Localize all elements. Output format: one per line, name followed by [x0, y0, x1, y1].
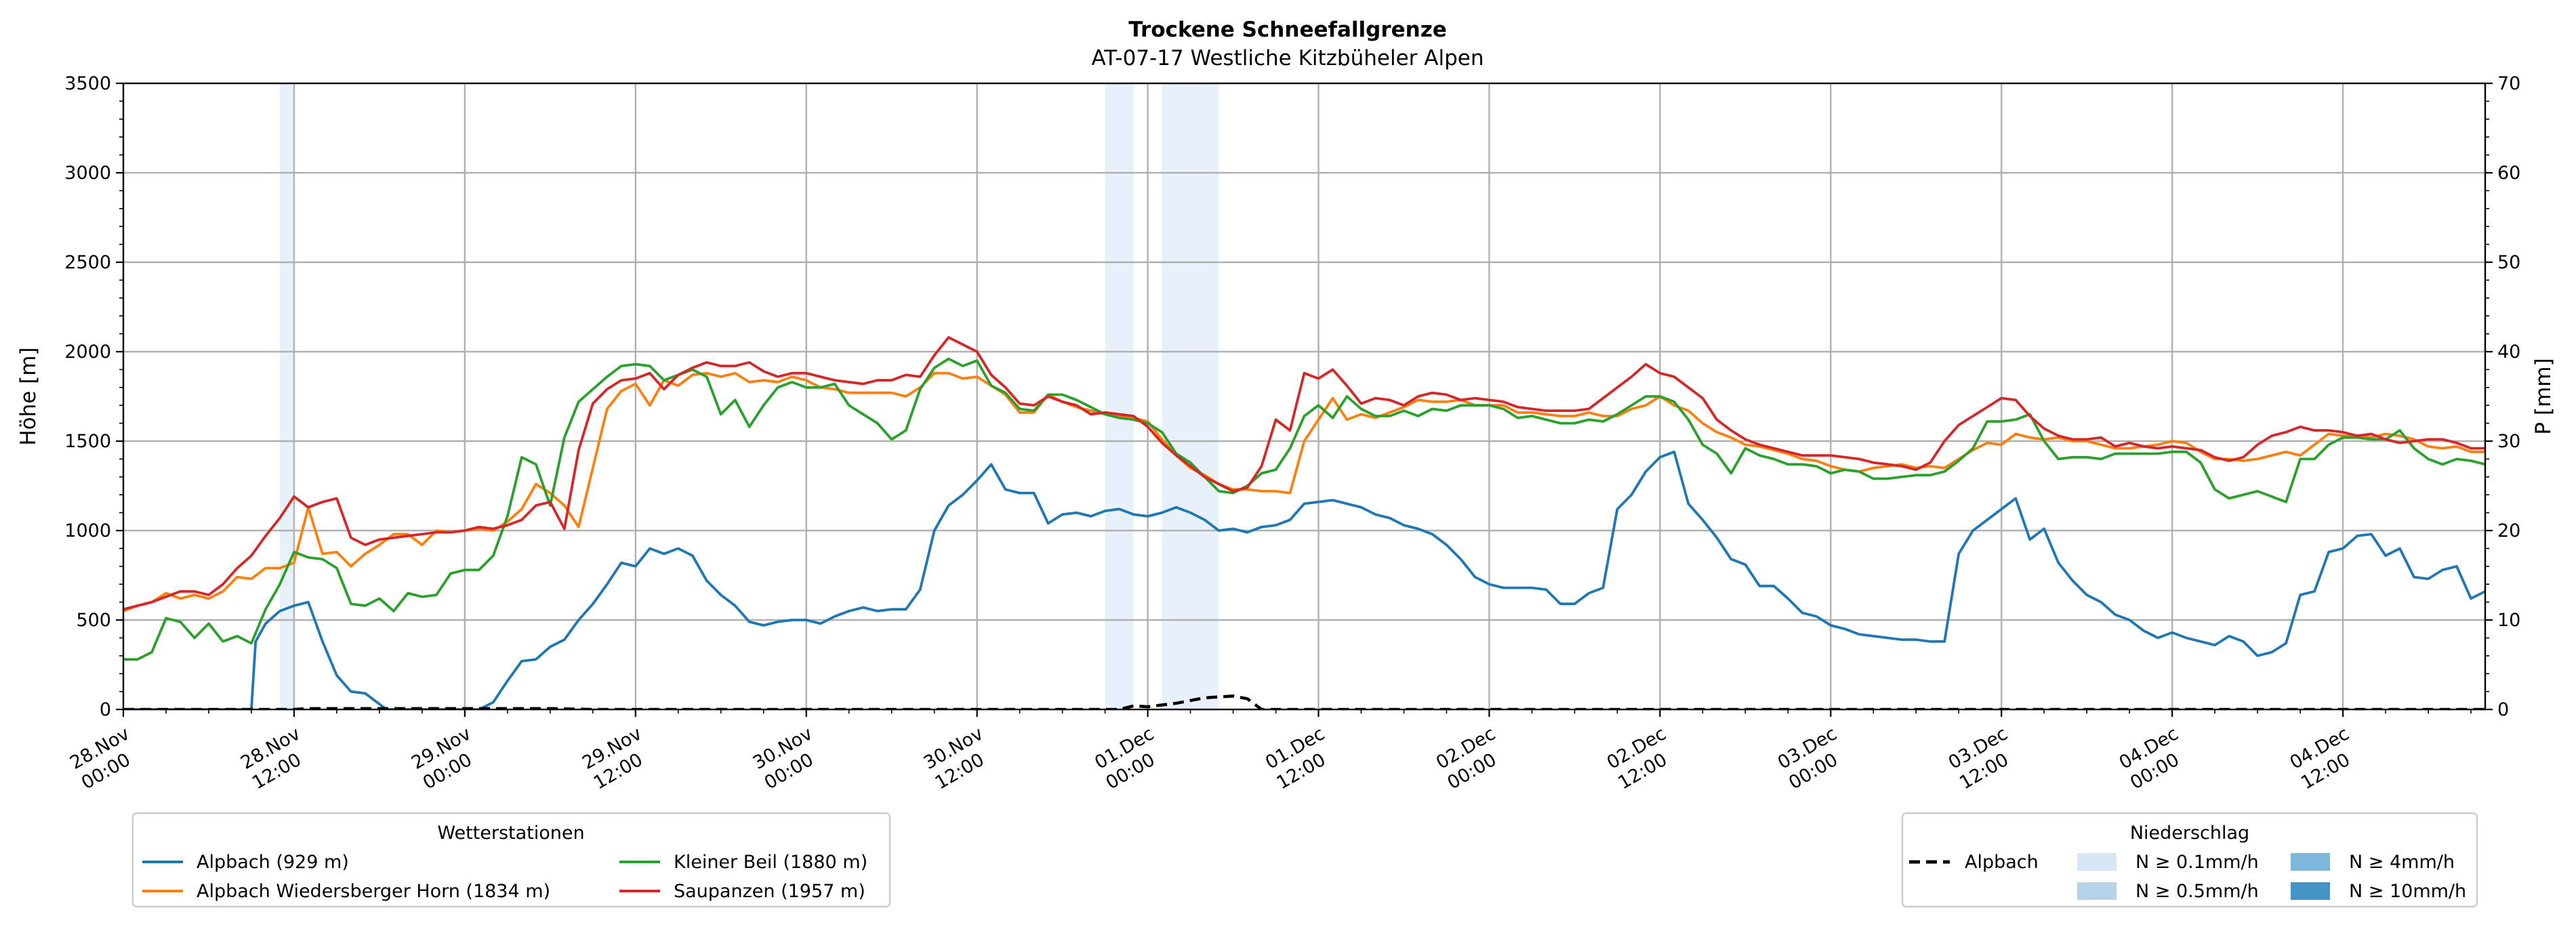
y-tick-label-right: 60 — [2497, 163, 2520, 184]
y-tick-label: 2000 — [64, 342, 111, 363]
y-tick-label-right: 70 — [2497, 73, 2520, 94]
legend-entry: Alpbach (929 m) — [197, 852, 349, 873]
legend-entry: N ≥ 10mm/h — [2349, 881, 2466, 902]
precip-band — [279, 83, 294, 709]
legend-entry: N ≥ 0.1mm/h — [2135, 852, 2259, 873]
legend-swatch — [2291, 853, 2330, 871]
series-line — [123, 371, 2485, 613]
legend-weather-stations: Wetterstationen Alpbach (929 m) Alpbach Wi… — [131, 812, 891, 908]
y-tick-label: 2500 — [64, 252, 111, 273]
plot-area: 0 500 1000 1500 2000 2500 3000 3500 0 10 20 30 40 50 6… — [64, 73, 2520, 793]
chart-title: Trockene Schneefallgrenze — [1128, 18, 1447, 42]
legend-swatch — [2291, 882, 2330, 900]
precip-band — [1105, 83, 1134, 709]
legend-entry: Alpbach — [1965, 852, 2039, 873]
y-tick-label: 3500 — [64, 73, 111, 94]
legend-right-title: Niederschlag — [2130, 823, 2249, 844]
legend-entry: Alpbach Wiedersberger Horn (1834 m) — [197, 881, 550, 902]
y-tick-label-right: 0 — [2497, 699, 2509, 720]
y-tick-label-right: 20 — [2497, 520, 2520, 541]
y-tick-label-right: 50 — [2497, 252, 2520, 273]
y-tick-label-right: 40 — [2497, 342, 2520, 363]
y-tick-label-right: 10 — [2497, 610, 2520, 631]
legend-entry: Saupanzen (1957 m) — [674, 881, 865, 902]
legend-entry: N ≥ 4mm/h — [2349, 852, 2455, 873]
y-tick-label-right: 30 — [2497, 431, 2520, 452]
precip-line — [123, 694, 2485, 709]
precip-band — [1162, 83, 1219, 709]
legend-right-box — [1901, 812, 2478, 908]
legend-entry: Kleiner Beil (1880 m) — [674, 852, 867, 873]
chart-subtitle: AT-07-17 Westliche Kitzbüheler Alpen — [1092, 46, 1484, 70]
legend-precipitation: Niederschlag Alpbach N ≥ 0.1mm/h N ≥ 0.5mm/… — [1901, 812, 2478, 908]
y-tick-label: 500 — [76, 610, 111, 631]
y-tick-label: 1000 — [64, 520, 111, 541]
y-tick-label: 0 — [100, 699, 111, 720]
y-axis-label: Höhe [m] — [16, 347, 41, 445]
y-tick-label: 3000 — [64, 163, 111, 184]
series-line — [123, 357, 2485, 661]
legend-swatch — [2077, 853, 2117, 871]
legend-left-title: Wetterstationen — [437, 823, 584, 844]
series-line — [123, 450, 2485, 709]
legend-entry: N ≥ 0.5mm/h — [2135, 881, 2259, 902]
legend-left-box — [131, 812, 891, 908]
legend-swatch — [2077, 882, 2117, 900]
plot-frame — [122, 82, 2487, 711]
y-tick-label: 1500 — [64, 431, 111, 452]
y-axis-label-right: P [mm] — [2531, 358, 2556, 434]
series-line — [123, 336, 2485, 611]
